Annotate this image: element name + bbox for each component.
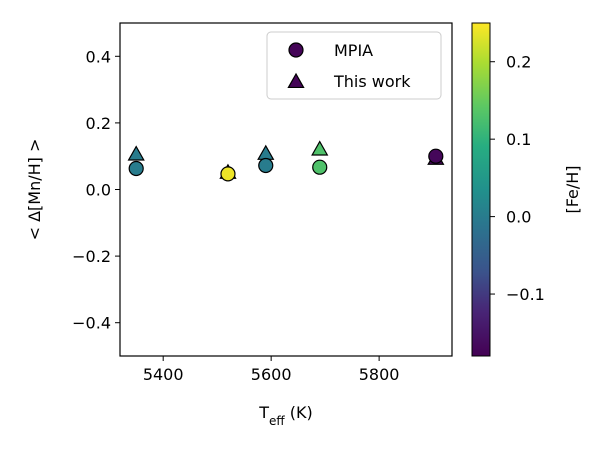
x-axis-label: Teff (K) (258, 403, 313, 428)
y-tick-label: 0.4 (86, 47, 111, 66)
this-work-point (311, 140, 329, 156)
legend-circle-marker (288, 42, 304, 58)
mpia-point (428, 148, 444, 164)
y-tick-label: −0.2 (72, 247, 111, 266)
y-tick-label: 0.0 (86, 181, 111, 200)
legend-label: This work (333, 72, 411, 91)
mpia-point (220, 166, 236, 182)
x-tick-label: 5800 (359, 365, 400, 384)
legend: MPIA This work (266, 31, 442, 100)
colorbar: −0.1 0.0 0.1 0.2 [Fe/H] (471, 22, 582, 357)
y-axis-label: < Δ[Mn/H] > (25, 139, 44, 241)
colorbar-tick-label: −0.1 (506, 285, 545, 304)
y-tick-label: 0.2 (86, 114, 111, 133)
this-work-point (127, 145, 145, 161)
mpia-point (128, 160, 144, 177)
legend-label: MPIA (334, 41, 373, 60)
colorbar-bar (471, 22, 491, 357)
y-tick-label: −0.4 (72, 314, 111, 333)
colorbar-label: [Fe/H] (563, 165, 582, 213)
x-tick-label: 5400 (143, 365, 184, 384)
legend-triangle-marker (287, 72, 305, 89)
mpia-point (258, 157, 274, 174)
mpia-point (312, 159, 328, 175)
colorbar-tick-label: 0.1 (506, 130, 531, 149)
x-tick-label: 5600 (251, 365, 292, 384)
legend-box (266, 31, 442, 100)
colorbar-tick-label: 0.0 (506, 208, 531, 227)
colorbar-tick-label: 0.2 (506, 53, 531, 72)
